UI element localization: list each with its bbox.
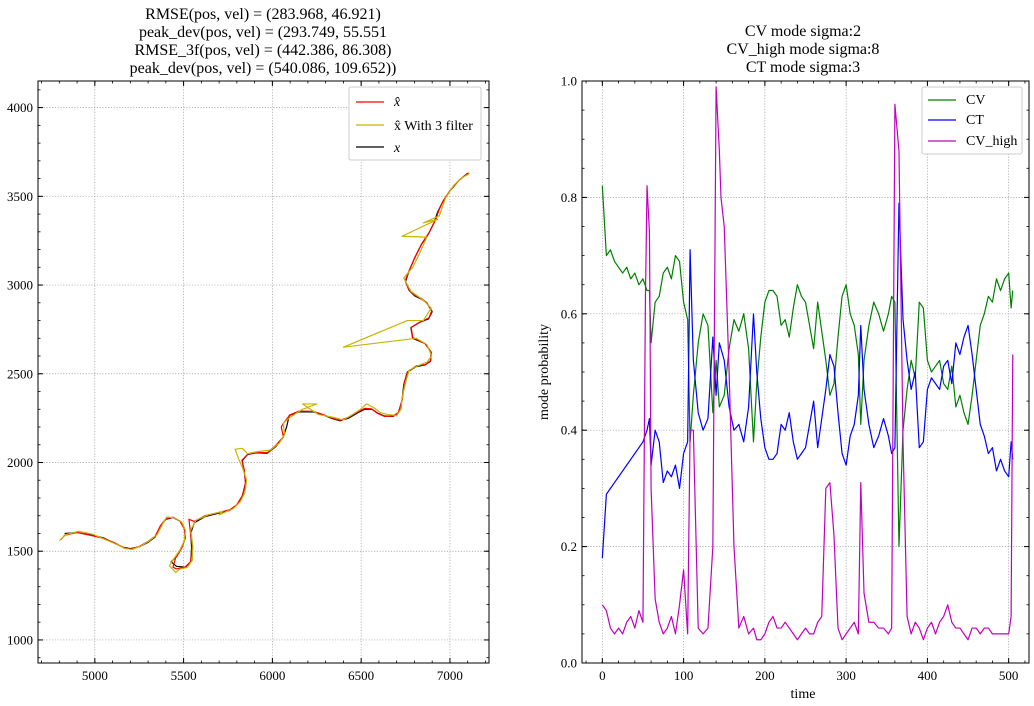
- y-tick-label: 3000: [7, 278, 33, 293]
- chart1-legend-label-cv-high: CV_high: [966, 134, 1017, 149]
- x-tick-label: 400: [918, 668, 938, 683]
- chart0-title-line-1: RMSE(pos, vel) = (283.968, 46.921): [145, 6, 381, 23]
- chart1-title-line-1: CV mode sigma:2: [745, 23, 861, 40]
- x-tick-label: 7000: [437, 668, 463, 683]
- trajectory-chart: RMSE(pos, vel) = (283.968, 46.921) peak_…: [7, 6, 490, 683]
- y-tick-label: 1.0: [561, 74, 577, 89]
- chart1-axes-frame: [581, 80, 1030, 664]
- chart1-title-line-3: CT mode sigma:3: [746, 59, 860, 76]
- chart0-legend-label-x: x: [393, 141, 401, 156]
- y-tick-label: 3500: [7, 189, 33, 204]
- chart0-legend-label-xhat-3filter: x̂ With 3 filter: [394, 119, 473, 134]
- series-line-x-with-3-filter: [58, 173, 470, 574]
- y-tick-label: 4000: [7, 100, 33, 115]
- chart1-legend-box: [921, 86, 1023, 155]
- y-tick-label: 2000: [7, 455, 33, 470]
- chart1-xlabel: time: [791, 687, 816, 702]
- y-tick-label: 0.8: [561, 190, 577, 205]
- chart1-legend-label-ct: CT: [966, 113, 984, 128]
- chart0-series: [58, 172, 470, 574]
- x-tick-label: 300: [836, 668, 856, 683]
- x-tick-label: 5000: [82, 668, 108, 683]
- chart0-title-line-2: peak_dev(pos, vel) = (293.749, 55.551: [139, 24, 387, 41]
- chart0-ticks: 5000 5500 6000 6500 7000 1000 1500 2000 2500 3000…: [7, 81, 489, 683]
- series-line-x: [60, 172, 469, 570]
- y-tick-label: 0.6: [561, 306, 578, 321]
- x-tick-label: 5500: [171, 668, 197, 683]
- chart0-legend: x̂ x̂ With 3 filter x: [348, 86, 482, 161]
- chart0-axes-frame: [37, 80, 490, 664]
- chart1-series: [601, 86, 1014, 641]
- y-tick-label: 0.4: [561, 423, 578, 438]
- x-tick-label: 500: [999, 668, 1019, 683]
- y-tick-label: 1500: [7, 544, 33, 559]
- series-line-x: [64, 172, 469, 568]
- chart0-legend-label-xhat: x̂: [393, 95, 401, 110]
- chart0-title-line-4: peak_dev(pos, vel) = (540.086, 109.652)): [130, 60, 397, 77]
- x-tick-label: 0: [599, 668, 606, 683]
- chart1-ticks: 0 100 200 300 400 500 0.0 0.2 0.4 0.6 0.8 1.0: [561, 74, 1029, 683]
- chart1-title-line-2: CV_high mode sigma:8: [727, 41, 880, 58]
- series-line-cv: [601, 185, 1014, 548]
- series-line-cv-high: [601, 86, 1014, 641]
- mode-probability-chart: CV mode sigma:2 CV_high mode sigma:8 CT …: [537, 23, 1030, 702]
- chart0-title-line-3: RMSE_3f(pos, vel) = (442.386, 86.308): [134, 42, 391, 59]
- series-line-ct: [601, 202, 1014, 559]
- y-tick-label: 0.2: [561, 539, 577, 554]
- x-tick-label: 100: [674, 668, 694, 683]
- chart1-grid: [582, 80, 1029, 664]
- x-tick-label: 6000: [259, 668, 285, 683]
- chart1-legend-label-cv: CV: [966, 93, 985, 108]
- x-tick-label: 200: [755, 668, 775, 683]
- chart1-legend: CV CT CV_high: [921, 86, 1023, 155]
- chart0-grid: [38, 81, 489, 663]
- chart0-legend-box: [348, 86, 482, 161]
- y-tick-label: 1000: [7, 632, 33, 647]
- chart1-ylabel: mode probability: [537, 324, 552, 420]
- y-tick-label: 2500: [7, 366, 33, 381]
- y-tick-label: 0.0: [561, 656, 577, 671]
- x-tick-label: 6500: [348, 668, 374, 683]
